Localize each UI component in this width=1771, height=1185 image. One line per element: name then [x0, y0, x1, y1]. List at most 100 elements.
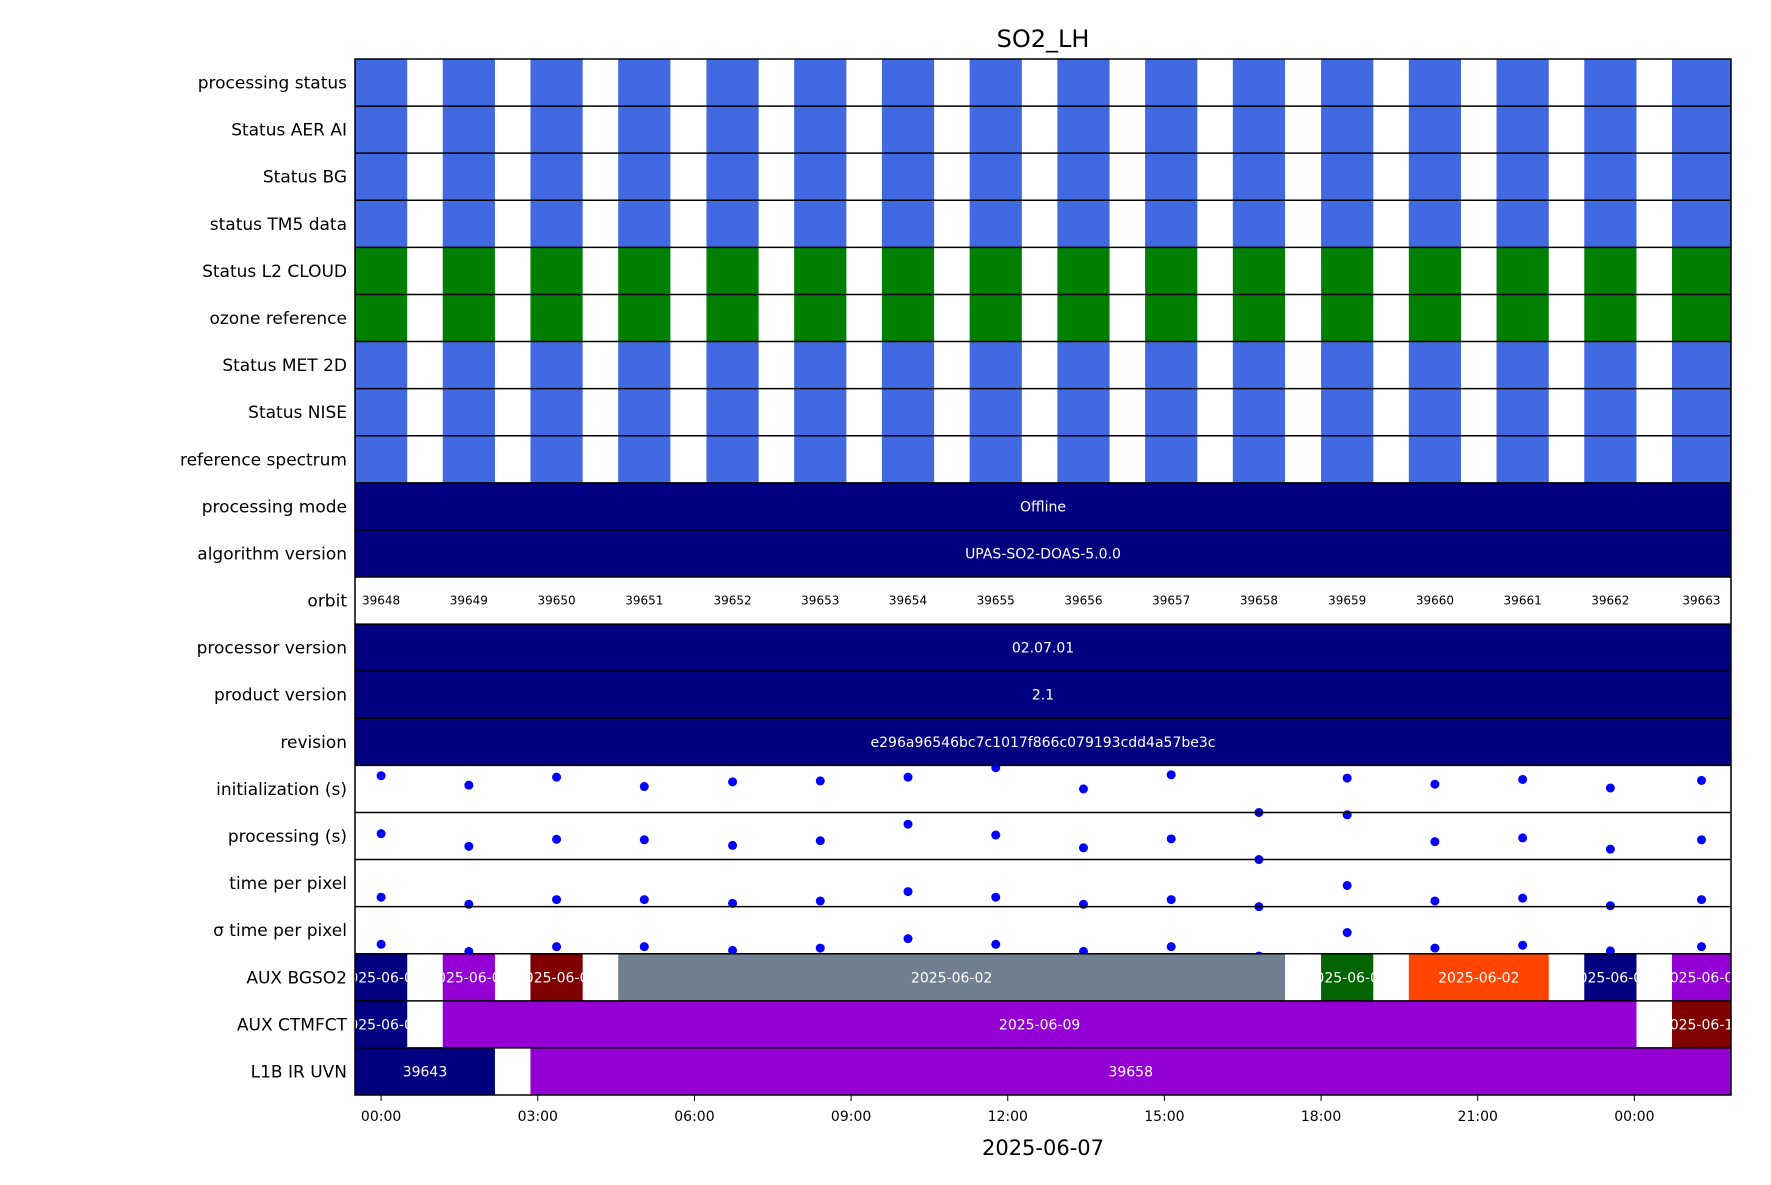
- status-bar: [1408, 59, 1462, 107]
- aux-segment-clip: 39643: [403, 1064, 448, 1080]
- aux-segment: [355, 1000, 408, 1048]
- data-point: [1342, 773, 1352, 783]
- aux-segment-label: 2025-06-04: [516, 970, 597, 986]
- status-bar: [1496, 200, 1549, 248]
- aux-segment-clip: 39658: [1108, 1064, 1153, 1080]
- status-bar: [355, 59, 408, 107]
- status-bar: [530, 106, 583, 154]
- data-point: [1078, 843, 1088, 853]
- status-bar: [706, 388, 759, 436]
- value-bar: [355, 482, 1731, 530]
- status-bar: [442, 200, 495, 248]
- data-point: [1518, 940, 1528, 950]
- data-point: [1166, 942, 1176, 952]
- data-point: [552, 772, 562, 782]
- orbit-number: 39662: [1591, 594, 1629, 608]
- row-label: status TM5 data: [210, 215, 347, 235]
- row-label: orbit: [307, 592, 347, 612]
- row-label: σ time per pixel: [213, 921, 347, 941]
- status-bar: [969, 341, 1022, 389]
- plot-frame: [354, 58, 1732, 1096]
- aux-segment-label: 2025-06-03: [1661, 970, 1742, 986]
- status-bar: [1496, 153, 1549, 201]
- status-bar: [1057, 59, 1110, 107]
- status-bar: [1145, 200, 1198, 248]
- status-bar: [1321, 200, 1374, 248]
- value-bar-label: Offline: [1020, 499, 1066, 515]
- status-bar: [530, 153, 583, 201]
- x-axis-label: 2025-06-07: [982, 1136, 1104, 1160]
- aux-segment-label: 39658: [1108, 1064, 1153, 1080]
- x-tick-label: 00:00: [1614, 1109, 1654, 1125]
- aux-segment: [1671, 953, 1731, 1001]
- status-bar: [881, 435, 935, 483]
- orbit-number: 39659: [1328, 594, 1366, 608]
- aux-segment-clip: 2025-06-03: [443, 970, 495, 986]
- status-bar: [1584, 435, 1637, 483]
- status-bar: [1232, 153, 1286, 201]
- orbit-number: 39653: [801, 594, 839, 608]
- row-status-met-2d: [355, 341, 1731, 389]
- aux-segment-clip: 2025-06-10: [1672, 1017, 1731, 1033]
- row-label: processor version: [197, 639, 347, 659]
- aux-segment-label: 2025-06-02: [1438, 970, 1519, 986]
- aux-segment-clip: 2025-06-03: [1661, 970, 1742, 986]
- orbit-number: 39656: [1064, 594, 1102, 608]
- status-bar: [1671, 153, 1731, 201]
- status-bar: [794, 153, 847, 201]
- row-processing-status: [355, 59, 1731, 107]
- orbit-number: 39661: [1504, 594, 1542, 608]
- data-point: [1605, 783, 1615, 793]
- row-status-l2-cloud: [355, 247, 1731, 295]
- row-status-bg: [355, 153, 1731, 201]
- status-bar: [1321, 435, 1374, 483]
- status-bar: [1232, 200, 1286, 248]
- status-bar: [355, 153, 408, 201]
- aux-segment-clip: 2025-06-02: [1438, 970, 1519, 986]
- status-bar: [442, 435, 495, 483]
- data-point: [1518, 833, 1528, 843]
- status-bar: [618, 59, 671, 107]
- status-bar: [442, 153, 495, 201]
- status-bar: [442, 294, 495, 342]
- row-label: Status NISE: [248, 403, 347, 423]
- value-bar: [355, 671, 1731, 719]
- x-tick-label: 15:00: [1144, 1109, 1184, 1125]
- row-label: processing mode: [202, 497, 347, 517]
- status-bar: [969, 153, 1022, 201]
- aux-segment-clip: 2025-06-02: [911, 970, 992, 986]
- aux-segment-clip: 2025-06-08: [340, 1017, 421, 1033]
- status-bar: [881, 106, 935, 154]
- data-point: [639, 942, 649, 952]
- status-bar: [1496, 106, 1549, 154]
- data-point: [991, 763, 1001, 773]
- status-bar: [794, 388, 847, 436]
- status-bar: [706, 200, 759, 248]
- data-point: [1696, 942, 1706, 952]
- orbit-number: 39652: [713, 594, 751, 608]
- status-bar: [1145, 59, 1198, 107]
- x-tick-label: 21:00: [1458, 1109, 1498, 1125]
- row-label: AUX CTMFCT: [237, 1015, 348, 1035]
- row-time-per-pixel: [376, 880, 1706, 912]
- row-ozone-reference: [355, 294, 1731, 342]
- status-bar: [1584, 294, 1637, 342]
- x-tick-label: 12:00: [988, 1109, 1028, 1125]
- value-bar-label: e296a96546bc7c1017f866c079193cdd4a57be3c: [871, 735, 1216, 751]
- data-point: [1696, 775, 1706, 785]
- status-bar: [618, 435, 671, 483]
- status-bar: [1408, 153, 1462, 201]
- aux-segment-label: 2025-06-08: [340, 1017, 421, 1033]
- data-point: [376, 939, 386, 949]
- status-bar: [1408, 247, 1462, 295]
- data-point: [1166, 770, 1176, 780]
- data-point: [1430, 837, 1440, 847]
- orbit-number: 39650: [537, 594, 575, 608]
- aux-segment-label: 2025-06-05: [1306, 970, 1387, 986]
- status-bar: [706, 294, 759, 342]
- row-status-tm5-data: [355, 200, 1731, 248]
- status-bar: [442, 341, 495, 389]
- status-bar: [1671, 200, 1731, 248]
- aux-segment-clip: 2025-06-01: [1584, 970, 1636, 986]
- row-label: initialization (s): [216, 780, 347, 800]
